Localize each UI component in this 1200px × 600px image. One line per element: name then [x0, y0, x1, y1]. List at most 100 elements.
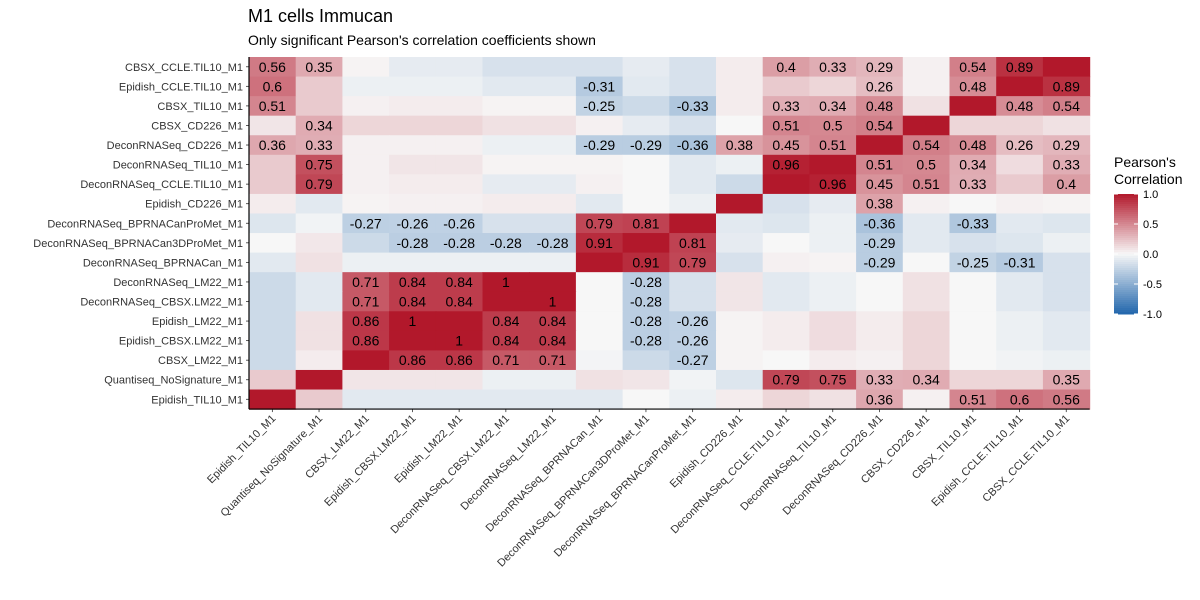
cell-value-label: 0.45 — [772, 137, 799, 153]
heatmap-cell — [389, 57, 437, 78]
y-tick-label: Epidish_CBSX.LM22_M1 — [119, 336, 243, 348]
heatmap-cell — [996, 57, 1044, 78]
heatmap-cell — [996, 76, 1044, 97]
heatmap-cell — [669, 233, 717, 254]
cell-value-label: 0.56 — [259, 59, 286, 75]
cell-value-label: 0.48 — [866, 98, 893, 114]
heatmap-cell — [389, 272, 437, 293]
y-tick-label: DeconRNASeq_CCLE.TIL10_M1 — [80, 179, 243, 191]
cell-value-label: -0.26 — [443, 215, 475, 231]
cell-value-label: -0.31 — [1004, 254, 1036, 270]
x-axis-tick-labels: Epidish_TIL10_M1Quantiseq_NoSignature_M1… — [205, 409, 1072, 569]
legend-gradient-step — [1114, 308, 1138, 311]
heatmap-cell — [295, 57, 343, 78]
heatmap-cell — [949, 193, 997, 215]
heatmap-cell — [249, 330, 297, 351]
heatmap-cell — [575, 57, 624, 78]
heatmap-cell — [622, 311, 670, 332]
heatmap-cell — [996, 350, 1044, 371]
legend-title-line1: Pearson's — [1114, 154, 1176, 170]
y-axis-tick-labels: CBSX_CCLE.TIL10_M1 Epidish_CCLE.TIL10_M1 C… — [33, 62, 249, 406]
legend-gradient-step — [1114, 302, 1138, 305]
heatmap-cell — [996, 174, 1044, 195]
heatmap-cell — [809, 154, 857, 175]
cell-value-label: 0.84 — [446, 294, 473, 310]
chart-subtitle: Only significant Pearson's correlation c… — [248, 32, 596, 48]
legend-gradient-step — [1114, 208, 1138, 211]
heatmap-cell — [809, 233, 857, 254]
heatmap-cell — [529, 57, 577, 78]
cell-value-label: -0.25 — [583, 98, 615, 114]
heatmap-cell — [716, 115, 764, 136]
heatmap-cell — [575, 213, 624, 234]
cell-value-label: 0.71 — [539, 352, 566, 368]
heatmap-cell — [1042, 115, 1091, 136]
cell-value-label: 1 — [455, 333, 463, 349]
heatmap-cell — [295, 233, 343, 254]
color-legend: Pearson's Correlation 1.0 0.5 0.0 -0.5 -1.0 — [1114, 154, 1182, 321]
heatmap-cell — [575, 330, 624, 351]
legend-gradient-step — [1114, 242, 1138, 245]
heatmap-cell — [949, 233, 997, 254]
heatmap-cell — [669, 76, 717, 97]
heatmap-cell — [529, 369, 577, 391]
cell-value-label: 0.6 — [263, 78, 283, 94]
heatmap-cell — [342, 76, 390, 97]
heatmap-cell — [1042, 389, 1091, 410]
cell-value-label: 0.29 — [1053, 137, 1080, 153]
y-tick-label: CBSX_CCLE.TIL10_M1 — [125, 62, 243, 74]
cell-value-label: 0.51 — [819, 137, 846, 153]
heatmap-cell — [716, 96, 764, 117]
heatmap-cell — [295, 311, 343, 332]
legend-gradient-step — [1114, 216, 1138, 219]
cell-value-label: -0.29 — [863, 254, 895, 270]
heatmap-cell — [856, 330, 904, 351]
heatmap-cell — [996, 389, 1044, 410]
cell-value-label: 0.6 — [1010, 391, 1030, 407]
heatmap-cell — [529, 252, 577, 273]
heatmap-cell — [856, 350, 904, 371]
heatmap-cell — [762, 193, 810, 215]
heatmap-cell — [902, 291, 951, 312]
y-tick-label: DeconRNASeq_BPRNACanProMet_M1 — [47, 218, 243, 230]
heatmap-cell — [762, 115, 810, 136]
legend-gradient-step — [1114, 200, 1138, 203]
cell-value-label: 0.84 — [399, 274, 426, 290]
heatmap-cell — [529, 330, 577, 351]
cell-value-label: -0.28 — [630, 313, 662, 329]
heatmap-cell — [902, 330, 951, 351]
heatmap-cell — [996, 193, 1044, 215]
legend-gradient-step — [1114, 212, 1138, 215]
legend-gradient-step — [1114, 274, 1138, 277]
y-tick-label: DeconRNASeq_CBSX.LM22_M1 — [80, 297, 243, 309]
legend-gradient-step — [1114, 290, 1138, 293]
cell-value-label: 0.84 — [539, 313, 566, 329]
y-tick-label: Quantiseq_NoSignature_M1 — [104, 375, 243, 387]
legend-gradient-step — [1114, 276, 1138, 279]
legend-gradient-step — [1114, 220, 1138, 223]
heatmap-cell — [622, 369, 670, 391]
heatmap-cell — [295, 369, 343, 391]
heatmap-cell — [949, 174, 997, 195]
heatmap-cell — [622, 96, 670, 117]
legend-gradient-step — [1114, 196, 1138, 199]
heatmap-cell — [575, 252, 624, 273]
heatmap-cell — [1042, 252, 1091, 273]
heatmap-cell — [1042, 233, 1091, 254]
heatmap-cell — [809, 96, 857, 117]
heatmap-cell — [996, 96, 1044, 117]
heatmap-cell — [902, 57, 951, 78]
heatmap-cell — [389, 330, 437, 351]
cell-value-label: 0.33 — [772, 98, 799, 114]
heatmap-cell — [529, 76, 577, 97]
legend-gradient-step — [1114, 272, 1138, 275]
heatmap-cell — [949, 213, 997, 234]
heatmap-cell — [295, 291, 343, 312]
heatmap-cell — [949, 350, 997, 371]
heatmap-cell — [996, 154, 1044, 175]
heatmap-cell — [575, 311, 624, 332]
legend-gradient-step — [1114, 258, 1138, 261]
heatmap-cell — [1042, 369, 1091, 391]
heatmap-cell — [809, 115, 857, 136]
